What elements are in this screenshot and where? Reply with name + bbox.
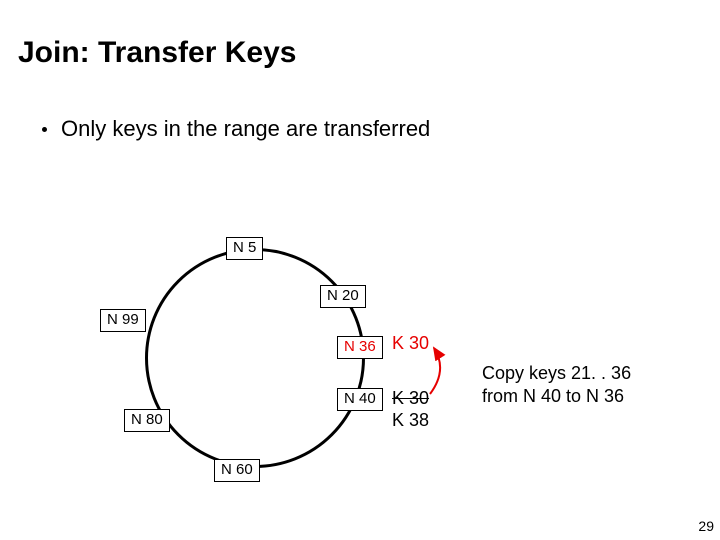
caption-line-1: Copy keys 21. . 36: [482, 362, 631, 385]
node-n40: N 40: [337, 388, 383, 411]
node-n80: N 80: [124, 409, 170, 432]
node-n20: N 20: [320, 285, 366, 308]
bullet-text: Only keys in the range are transferred: [61, 116, 430, 142]
key-k30_old: K 30: [392, 388, 429, 409]
caption-line-2: from N 40 to N 36: [482, 385, 631, 408]
slide-number: 29: [698, 518, 714, 534]
key-k30: K 30: [392, 333, 429, 354]
chord-ring: [145, 248, 365, 468]
node-n36: N 36: [337, 336, 383, 359]
key-k38: K 38: [392, 410, 429, 431]
bullet-dot: [42, 127, 47, 132]
node-n99: N 99: [100, 309, 146, 332]
transfer-arrow: [0, 0, 720, 540]
slide-title: Join: Transfer Keys: [18, 36, 296, 70]
bullet-row: Only keys in the range are transferred: [42, 116, 430, 142]
caption: Copy keys 21. . 36 from N 40 to N 36: [482, 362, 631, 407]
node-n60: N 60: [214, 459, 260, 482]
node-n5: N 5: [226, 237, 263, 260]
